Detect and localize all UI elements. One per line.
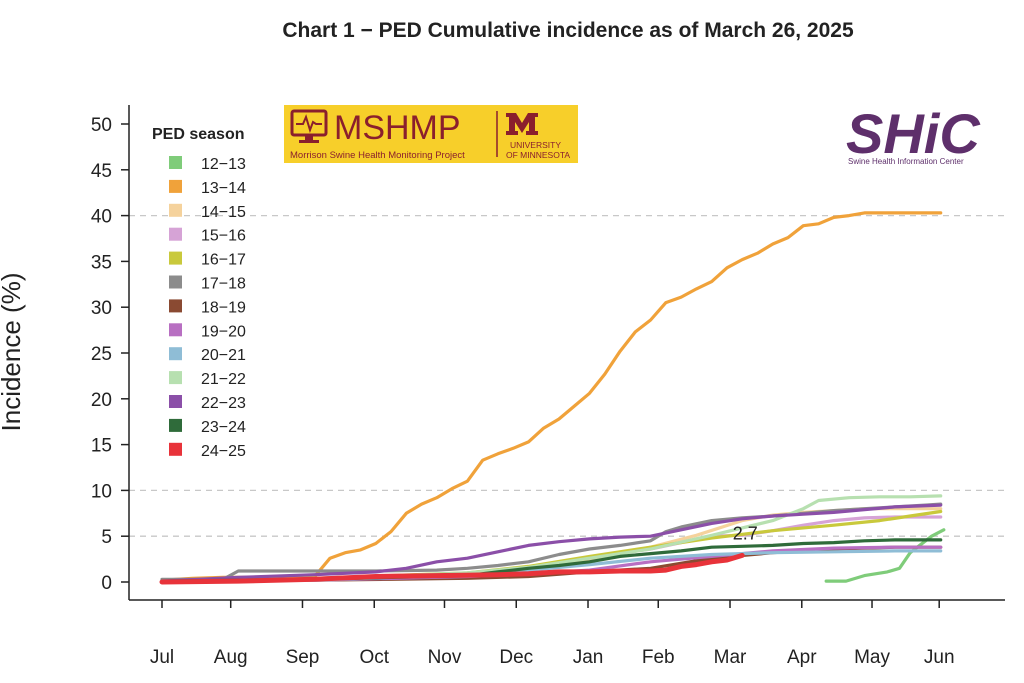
x-tick-label: Aug (214, 647, 248, 668)
x-tick-label: Dec (499, 647, 533, 668)
legend: PED season 12−13 13−14 14−15 15−16 16−17 17−1… (152, 126, 246, 460)
y-tick-label: 0 (101, 573, 112, 594)
x-tick-label: May (854, 647, 890, 668)
legend-swatch (169, 156, 182, 169)
legend-label: 18−19 (201, 299, 246, 316)
annotation-label: 2.7 (733, 523, 758, 543)
y-tick-label: 15 (91, 436, 112, 457)
x-tick-label: Apr (787, 647, 817, 668)
y-tick-label: 5 (101, 527, 112, 548)
legend-swatch (169, 251, 182, 265)
y-tick-label: 50 (91, 115, 112, 136)
x-tick-label: Feb (642, 647, 675, 668)
legend-label: 16−17 (201, 252, 246, 269)
legend-swatch (169, 299, 182, 313)
axes (128, 105, 1005, 601)
university-m-icon (506, 113, 538, 135)
legend-title: PED season (152, 126, 244, 143)
mshmp-logo-subtitle: Morrison Swine Health Monitoring Project (290, 150, 465, 161)
legend-label: 22−23 (201, 395, 246, 412)
legend-swatch (169, 442, 182, 456)
x-tick-label: Mar (714, 647, 747, 668)
mshmp-logo-name: MSHMP (334, 109, 461, 147)
legend-label: 13−14 (201, 180, 246, 197)
legend-swatch (169, 347, 182, 361)
legend-swatch (169, 323, 182, 337)
y-tick-label: 45 (91, 161, 112, 182)
y-tick-label: 30 (91, 298, 112, 319)
mshmp-logo: MSHMP Morrison Swine Health Monitoring P… (284, 105, 578, 163)
x-tick-label: Nov (428, 647, 462, 668)
y-tick-label: 40 (91, 207, 112, 228)
series-layer (159, 211, 946, 585)
x-tick-label: Jun (924, 647, 955, 668)
series-line-2122 (160, 494, 943, 583)
y-axis-title: Incidence (%) (0, 273, 26, 432)
annotations: 2.7 (733, 523, 758, 543)
y-tick-label: 35 (91, 252, 112, 273)
mshmp-logo-university-2: OF MINNESOTA (506, 150, 570, 160)
legend-swatch (169, 395, 182, 408)
x-ticks: Jul Aug Sep Oct Nov Dec Jan Feb Mar Apr May Jun (150, 600, 955, 668)
x-tick-label: Oct (359, 647, 389, 668)
legend-swatch (169, 371, 182, 385)
series-line-1314 (160, 211, 943, 582)
legend-label: 24−25 (201, 443, 246, 460)
shic-logo: SHiC Swine Health Information Center (846, 102, 981, 166)
series-line-2223 (160, 503, 943, 583)
legend-label: 20−21 (201, 347, 246, 364)
monitor-icon (290, 109, 328, 143)
legend-label: 15−16 (201, 228, 246, 245)
series-line-1213 (824, 528, 946, 583)
y-ticks: 0 5 10 15 20 25 30 35 40 45 50 (91, 115, 129, 594)
x-tick-label: Jul (150, 647, 174, 668)
mshmp-logo-university-1: UNIVERSITY (510, 140, 561, 150)
legend-swatch (169, 203, 182, 217)
y-tick-label: 20 (91, 390, 112, 411)
x-tick-label: Sep (286, 647, 320, 668)
legend-label: 17−18 (201, 276, 246, 293)
gridlines (129, 214, 1005, 537)
legend-label: 19−20 (201, 323, 246, 340)
legend-label: 14−15 (201, 204, 246, 221)
shic-logo-name: SHiC (846, 102, 981, 165)
y-tick-label: 10 (91, 481, 112, 502)
shic-logo-subtitle: Swine Health Information Center (848, 157, 964, 166)
x-tick-label: Jan (573, 647, 604, 668)
legend-label: 23−24 (201, 419, 246, 436)
legend-swatch (169, 179, 182, 193)
legend-swatch (169, 418, 182, 432)
y-tick-label: 25 (91, 344, 112, 365)
legend-swatch (169, 275, 182, 289)
chart-title: Chart 1 − PED Cumulative incidence as of… (282, 19, 854, 42)
legend-swatch (169, 227, 182, 241)
legend-label: 21−22 (201, 371, 246, 388)
legend-label: 12−13 (201, 156, 246, 173)
series-line-2425 (159, 552, 745, 585)
